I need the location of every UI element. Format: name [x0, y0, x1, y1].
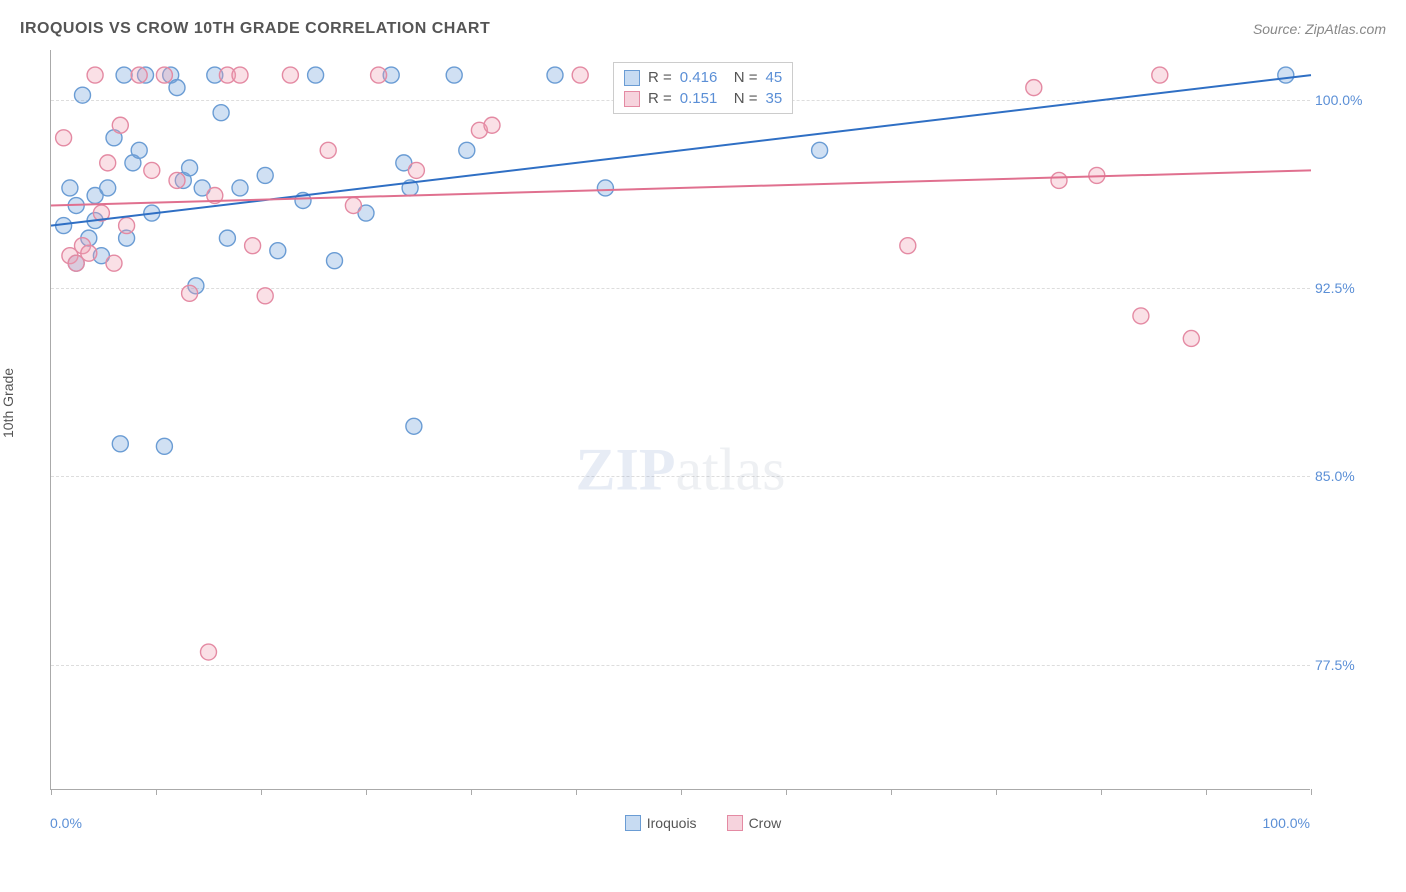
r-label: R = — [648, 69, 672, 86]
data-point — [308, 67, 324, 83]
y-tick-label: 77.5% — [1315, 657, 1380, 673]
data-point — [131, 67, 147, 83]
data-point — [75, 87, 91, 103]
data-point — [131, 142, 147, 158]
x-tick — [51, 789, 52, 795]
n-value: 35 — [766, 90, 783, 107]
series-swatch — [624, 70, 640, 86]
chart-title: IROQUOIS VS CROW 10TH GRADE CORRELATION … — [20, 20, 490, 38]
data-point — [406, 418, 422, 434]
data-point — [156, 67, 172, 83]
data-point — [112, 436, 128, 452]
x-tick — [681, 789, 682, 795]
data-point — [100, 180, 116, 196]
legend-item: Iroquois — [625, 815, 697, 831]
scatter-plot — [51, 50, 1310, 789]
r-value: 0.151 — [680, 90, 726, 107]
x-tick — [156, 789, 157, 795]
plot-area: 77.5%85.0%92.5%100.0% ZIPatlas R =0.416N… — [50, 50, 1310, 790]
data-point — [81, 245, 97, 261]
n-label: N = — [734, 90, 758, 107]
x-tick — [1311, 789, 1312, 795]
data-point — [232, 67, 248, 83]
chart-container: 77.5%85.0%92.5%100.0% ZIPatlas R =0.416N… — [50, 50, 1380, 810]
data-point — [1133, 308, 1149, 324]
x-tick — [786, 789, 787, 795]
data-point — [56, 130, 72, 146]
data-point — [1051, 172, 1067, 188]
data-point — [282, 67, 298, 83]
legend-label: Crow — [749, 815, 782, 831]
data-point — [812, 142, 828, 158]
y-tick-label: 92.5% — [1315, 280, 1380, 296]
data-point — [144, 162, 160, 178]
data-point — [213, 105, 229, 121]
r-label: R = — [648, 90, 672, 107]
data-point — [119, 218, 135, 234]
legend-swatch — [625, 815, 641, 831]
stats-row: R = 0.416 N = 45 — [624, 67, 782, 88]
y-tick-label: 85.0% — [1315, 468, 1380, 484]
data-point — [219, 230, 235, 246]
r-value: 0.416 — [680, 69, 726, 86]
x-tick — [1101, 789, 1102, 795]
x-tick — [576, 789, 577, 795]
data-point — [182, 285, 198, 301]
stats-row: R = 0.151 N = 35 — [624, 88, 782, 109]
data-point — [106, 255, 122, 271]
stats-legend-box: R = 0.416 N = 45 R = 0.151 N = 35 — [613, 62, 793, 114]
data-point — [232, 180, 248, 196]
data-point — [459, 142, 475, 158]
data-point — [327, 253, 343, 269]
legend-item: Crow — [727, 815, 782, 831]
data-point — [1278, 67, 1294, 83]
y-axis-label: 10th Grade — [0, 368, 16, 438]
data-point — [1183, 330, 1199, 346]
x-tick — [366, 789, 367, 795]
data-point — [572, 67, 588, 83]
data-point — [320, 142, 336, 158]
data-point — [270, 243, 286, 259]
data-point — [169, 80, 185, 96]
data-point — [547, 67, 563, 83]
data-point — [900, 238, 916, 254]
data-point — [182, 160, 198, 176]
data-point — [371, 67, 387, 83]
data-point — [257, 167, 273, 183]
data-point — [156, 438, 172, 454]
n-value: 45 — [766, 69, 783, 86]
data-point — [112, 117, 128, 133]
data-point — [345, 198, 361, 214]
chart-header: IROQUOIS VS CROW 10TH GRADE CORRELATION … — [20, 20, 1386, 38]
x-tick — [261, 789, 262, 795]
source-label: Source: ZipAtlas.com — [1253, 21, 1386, 37]
x-tick — [471, 789, 472, 795]
data-point — [201, 644, 217, 660]
y-tick-label: 100.0% — [1315, 92, 1380, 108]
data-point — [1026, 80, 1042, 96]
data-point — [446, 67, 462, 83]
data-point — [100, 155, 116, 171]
data-point — [169, 172, 185, 188]
data-point — [257, 288, 273, 304]
data-point — [116, 67, 132, 83]
n-label: N = — [734, 69, 758, 86]
data-point — [62, 180, 78, 196]
data-point — [87, 67, 103, 83]
x-tick — [996, 789, 997, 795]
bottom-legend: Iroquois Crow — [0, 815, 1406, 831]
data-point — [408, 162, 424, 178]
data-point — [245, 238, 261, 254]
data-point — [597, 180, 613, 196]
series-swatch — [624, 91, 640, 107]
legend-label: Iroquois — [647, 815, 697, 831]
x-tick — [1206, 789, 1207, 795]
data-point — [484, 117, 500, 133]
legend-swatch — [727, 815, 743, 831]
x-tick — [891, 789, 892, 795]
data-point — [1152, 67, 1168, 83]
